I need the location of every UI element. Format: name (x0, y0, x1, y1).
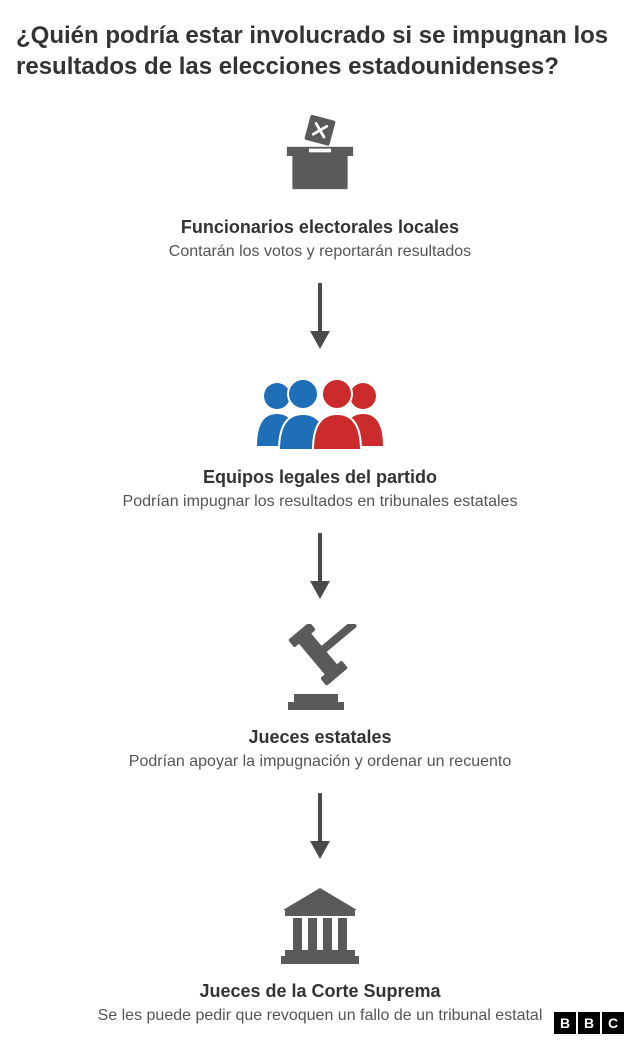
court-icon (275, 884, 365, 971)
arrow-down-icon (305, 281, 335, 356)
arrow-down-icon (305, 531, 335, 606)
step-desc: Podrían apoyar la impugnación y ordenar … (129, 752, 511, 773)
step-supreme-court: Jueces de la Corte Suprema Se les puede … (98, 884, 543, 1027)
logo-letter: B (554, 1012, 576, 1034)
step-title: Jueces de la Corte Suprema (199, 981, 440, 1002)
ballot-box-icon (274, 110, 366, 207)
flowchart: Funcionarios electorales locales Contará… (16, 110, 624, 1026)
people-icon (245, 374, 395, 457)
step-state-judges: Jueces estatales Podrían apoyar la impug… (129, 624, 511, 773)
step-title: Jueces estatales (248, 727, 391, 748)
step-party-legal-teams: Equipos legales del partido Podrían impu… (123, 374, 518, 513)
step-title: Equipos legales del partido (203, 467, 437, 488)
logo-letter: C (602, 1012, 624, 1034)
step-local-officials: Funcionarios electorales locales Contará… (169, 110, 471, 263)
gavel-icon (270, 624, 370, 717)
step-title: Funcionarios electorales locales (181, 217, 459, 238)
bbc-logo: B B C (554, 1012, 624, 1034)
step-desc: Se les puede pedir que revoquen un fallo… (98, 1006, 543, 1027)
step-desc: Contarán los votos y reportarán resultad… (169, 242, 471, 263)
logo-letter: B (578, 1012, 600, 1034)
infographic-title: ¿Quién podría estar involucrado si se im… (16, 20, 624, 82)
arrow-down-icon (305, 791, 335, 866)
step-desc: Podrían impugnar los resultados en tribu… (123, 492, 518, 513)
